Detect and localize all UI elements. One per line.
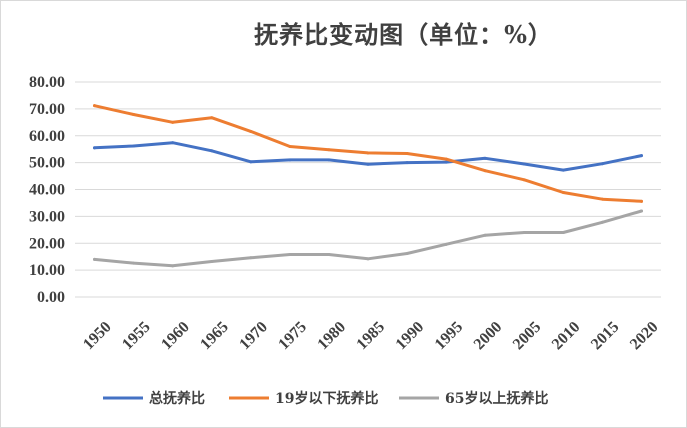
data-point [366, 151, 370, 155]
data-point [444, 160, 448, 164]
x-tick-label: 2005 [510, 318, 545, 353]
data-point [249, 160, 253, 164]
data-point [366, 162, 370, 166]
x-tick-label: 1965 [197, 318, 232, 353]
data-point [132, 113, 136, 117]
data-point [171, 264, 175, 268]
data-point [600, 220, 604, 224]
data-point [561, 190, 565, 194]
x-tick-label: 1955 [119, 318, 154, 353]
y-tick-label: 0.00 [37, 289, 65, 306]
y-tick-label: 80.00 [29, 74, 65, 91]
chart-title: 抚养比变动图（单位：%） [254, 20, 553, 49]
y-tick-label: 70.00 [29, 101, 65, 118]
data-point [483, 156, 487, 160]
x-tick-label: 1990 [393, 318, 428, 353]
data-point [210, 149, 214, 153]
x-tick-label: 1970 [236, 318, 271, 353]
data-point [327, 148, 331, 152]
data-point [561, 168, 565, 172]
data-point [483, 233, 487, 237]
legend-label: 65岁以上抚养比 [445, 390, 548, 407]
series-line-1 [93, 141, 643, 172]
data-point [561, 231, 565, 234]
data-point [600, 197, 604, 201]
data-point [132, 261, 136, 265]
data-point [327, 253, 331, 257]
y-tick-label: 60.00 [29, 128, 65, 145]
data-point [132, 144, 136, 148]
data-point [93, 257, 97, 261]
y-tick-label: 40.00 [29, 182, 65, 199]
data-point [639, 154, 643, 158]
x-tick-label: 1995 [432, 318, 467, 353]
data-point [483, 169, 487, 173]
data-point [210, 116, 214, 120]
x-tick-label: 1975 [275, 318, 310, 353]
x-tick-label: 1985 [353, 318, 388, 353]
data-point [171, 120, 175, 124]
data-point [288, 145, 292, 148]
x-tick-label: 2020 [627, 318, 662, 353]
x-tick-label: 1950 [80, 318, 115, 353]
y-tick-label: 30.00 [29, 208, 65, 225]
data-point [366, 257, 370, 261]
data-point [249, 256, 253, 260]
y-tick-label: 10.00 [29, 262, 65, 279]
data-point [522, 231, 526, 234]
data-point [405, 251, 409, 255]
data-point [405, 151, 409, 155]
data-point [444, 242, 448, 246]
data-point [93, 104, 97, 108]
data-point [93, 146, 97, 150]
data-point [288, 253, 292, 257]
x-tick-label: 2010 [549, 318, 584, 353]
legend-label: 19岁以下抚养比 [275, 390, 378, 407]
data-point [249, 129, 253, 133]
data-point [639, 209, 643, 213]
data-point [600, 162, 604, 166]
data-point [327, 158, 331, 162]
x-tick-label: 2000 [471, 318, 506, 353]
data-point [522, 162, 526, 166]
y-tick-label: 20.00 [29, 235, 65, 252]
data-point [171, 141, 175, 145]
data-point [210, 260, 214, 264]
x-tick-label: 2015 [588, 318, 623, 353]
y-tick-label: 50.00 [29, 155, 65, 172]
data-point [405, 161, 409, 165]
data-point [522, 178, 526, 182]
x-tick-label: 1960 [158, 318, 193, 353]
data-point [639, 199, 643, 203]
data-point [288, 158, 292, 162]
x-tick-label: 1980 [314, 318, 349, 353]
legend-label: 总抚养比 [149, 390, 205, 407]
data-point [444, 157, 448, 161]
